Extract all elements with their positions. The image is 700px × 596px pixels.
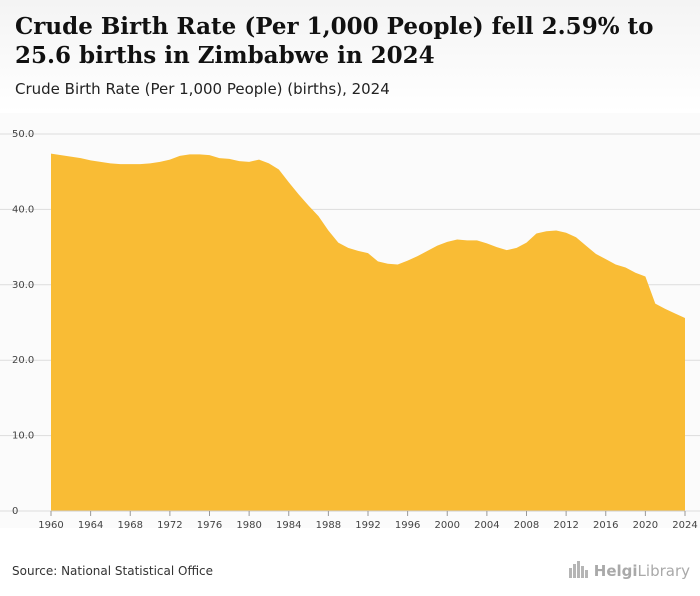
header-band: Crude Birth Rate (Per 1,000 People) fell… <box>0 0 700 113</box>
source-note: Source: National Statistical Office <box>12 564 214 578</box>
y-tick-label: 20.0 <box>12 355 34 366</box>
x-tick-label: 1968 <box>118 520 143 531</box>
x-tick-label: 2016 <box>593 520 618 531</box>
x-axis: 1960 1964 1968 1972 1976 1980 1984 1988 1992 1996… <box>38 510 698 531</box>
brand-name-part2: Library <box>637 562 690 580</box>
brand-logo[interactable]: Helgi Library <box>568 560 690 582</box>
x-tick-label: 1992 <box>355 520 380 531</box>
x-tick-label: 1976 <box>197 520 222 531</box>
x-tick-label: 1980 <box>236 520 261 531</box>
brand-name-part1: Helgi <box>593 562 638 580</box>
x-tick-label: 1988 <box>316 520 341 531</box>
chart-title: Crude Birth Rate (Per 1,000 People) fell… <box>15 13 654 69</box>
y-axis: 0 10.0 20.0 30.0 40.0 50.0 <box>12 129 34 517</box>
area-chart: 010.020.030.040.050.0 1960 1964 1968 1972 19… <box>0 129 700 531</box>
x-tick-label: 2012 <box>553 520 578 531</box>
y-tick-label: 40.0 <box>12 204 34 215</box>
x-tick-label: 2004 <box>474 520 499 531</box>
x-tick-label: 1996 <box>395 520 420 531</box>
area-series <box>51 153 685 511</box>
y-tick-label: 10.0 <box>12 431 34 442</box>
y-tick-label: 0 <box>12 506 18 517</box>
x-tick-label: 2000 <box>435 520 460 531</box>
city-skyline-icon <box>568 560 590 582</box>
y-tick-label: 50.0 <box>12 129 34 140</box>
x-tick-label: 2020 <box>633 520 658 531</box>
birth-rate-area <box>51 153 685 511</box>
x-tick-label: 1960 <box>38 520 63 531</box>
chart-subtitle: Crude Birth Rate (Per 1,000 People) (bir… <box>15 80 390 98</box>
x-tick-label: 1984 <box>276 520 301 531</box>
x-tick-label: 2008 <box>514 520 539 531</box>
x-tick-label: 2024 <box>672 520 697 531</box>
x-tick-label: 1972 <box>157 520 182 531</box>
x-tick-label: 1964 <box>78 520 103 531</box>
y-tick-label: 30.0 <box>12 280 34 291</box>
